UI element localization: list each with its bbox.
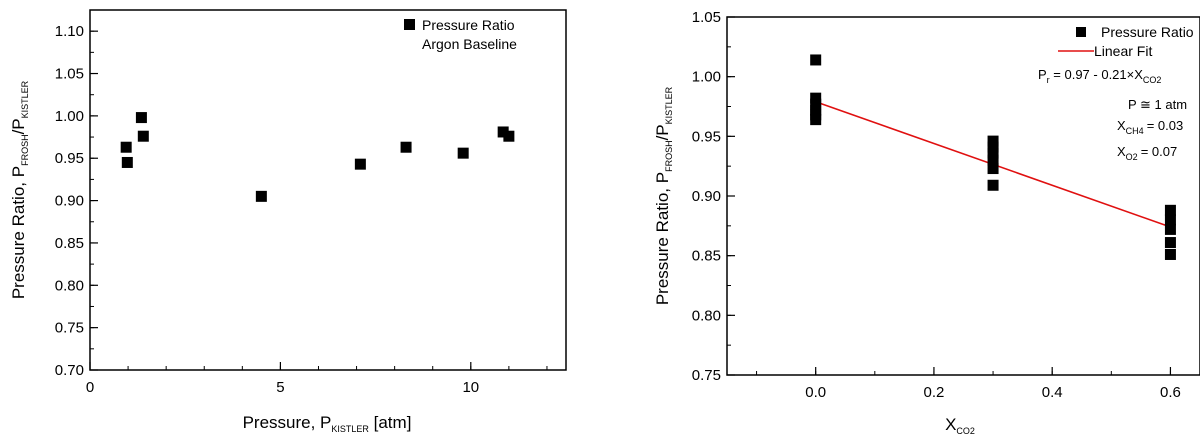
data-point [121,156,133,168]
y-tick-label: 1.05 [55,66,84,83]
x-tick-label: 0.4 [1042,384,1063,401]
left-data-points [120,112,515,202]
x-tick-label: 0 [86,379,94,396]
left-x-axis-label: Pressure, PKISTLER [atm] [243,413,412,434]
fit-equation: Pr = 0.97 - 0.21×XCO2 [1038,67,1161,85]
x-tick-label: 0.6 [1160,384,1181,401]
right-chart: 0.0 0.2 0.4 0.6 0.75 0.80 0.85 0.90 0.95 1.00 1.0… [653,9,1200,436]
right-x-axis-label: XCO2 [945,415,975,436]
left-plot-frame [89,9,567,371]
x-tick-label: 5 [276,379,284,396]
x-tick-label: 0.0 [805,384,826,401]
data-point [987,154,999,166]
condition-pressure: P ≅ 1 atm [1128,97,1187,112]
data-point [120,141,132,153]
data-point [987,163,999,175]
condition-xch4: XCH4 = 0.03 [1117,118,1183,136]
right-y-axis-label: Pressure Ratio, PFROSH/PKISTLER [653,86,674,305]
data-point [1164,214,1176,226]
right-legend: Pressure Ratio Linear Fit [1058,24,1194,59]
data-point [1164,204,1176,216]
data-point [987,135,999,147]
y-tick-label: 0.80 [55,277,84,294]
data-point [137,130,149,142]
left-x-ticks: 0 5 10 [86,362,548,396]
y-tick-label: 0.75 [692,367,721,384]
left-y-ticks: 0.70 0.75 0.80 0.85 0.90 0.95 1.00 1.05 1.10 [55,9,98,379]
y-tick-label: 0.95 [55,150,84,167]
data-point [503,130,515,142]
data-point [987,147,999,159]
y-tick-label: 0.85 [692,248,721,265]
y-tick-label: 0.80 [692,307,721,324]
right-legend-entry-2: Linear Fit [1094,43,1152,59]
data-point [1164,223,1176,235]
data-point [987,179,999,191]
left-y-axis-label: Pressure Ratio, PFROSH/PKISTLER [9,80,30,299]
y-tick-label: 0.90 [692,188,721,205]
data-point [135,112,147,124]
data-point [1164,237,1176,249]
right-data-points [810,54,1176,260]
data-point [255,190,267,202]
y-tick-label: 1.10 [55,23,84,40]
data-point [1164,248,1176,260]
y-tick-label: 0.70 [55,362,84,379]
y-tick-label: 1.05 [692,9,721,26]
condition-xo2: XO2 = 0.07 [1117,144,1177,162]
y-tick-label: 1.00 [55,108,84,125]
data-point [354,158,366,170]
left-legend-entry-1: Pressure Ratio [422,17,515,33]
data-point [810,114,822,126]
y-tick-label: 0.95 [692,128,721,145]
x-tick-label: 0.2 [924,384,945,401]
data-point [810,98,822,110]
data-point [810,54,822,66]
x-tick-label: 10 [462,379,479,396]
y-tick-label: 0.75 [55,320,84,337]
right-x-ticks: 0.0 0.2 0.4 0.6 [756,367,1181,401]
y-tick-label: 0.85 [55,235,84,252]
data-point [457,147,469,159]
right-legend-marker [1076,27,1086,37]
y-tick-label: 0.90 [55,193,84,210]
right-legend-entry-1: Pressure Ratio [1101,24,1194,40]
data-point [987,141,999,153]
left-legend: Pressure Ratio Argon Baseline [404,17,517,52]
left-legend-marker [404,19,415,30]
left-legend-entry-2: Argon Baseline [422,36,517,52]
data-point [497,126,509,138]
data-point [810,92,822,104]
data-point [400,141,412,153]
y-tick-label: 1.00 [692,69,721,86]
left-chart: 0 5 10 0.70 0.75 0.80 0.85 0.90 0.95 1.00 1.05 1.1… [9,9,567,434]
right-y-ticks: 0.75 0.80 0.85 0.90 0.95 1.00 1.05 [692,9,735,384]
